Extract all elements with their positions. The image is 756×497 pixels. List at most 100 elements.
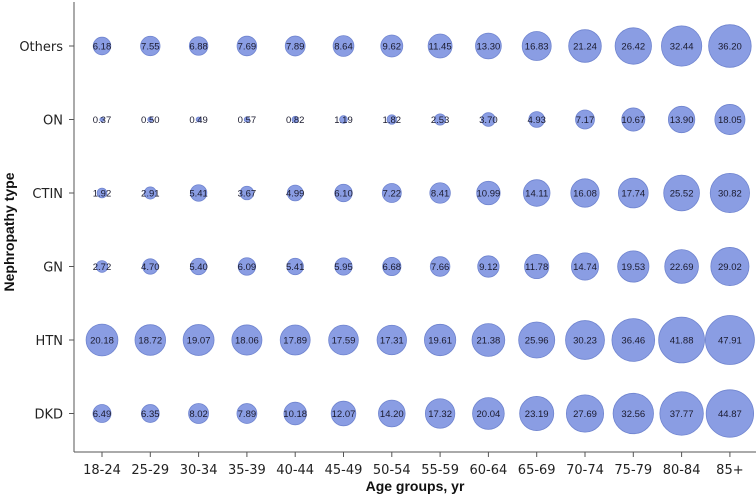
x-tick-label: 50-54 xyxy=(373,463,411,478)
bubble-value-label: 16.08 xyxy=(573,189,597,200)
bubble-point xyxy=(195,116,202,123)
bubble-value-label: 37.77 xyxy=(670,409,694,420)
bubble-value-label: 5.95 xyxy=(334,262,353,273)
bubble-value-label: 14.74 xyxy=(573,262,597,273)
bubble-point xyxy=(284,35,306,57)
bubble-value-label: 6.09 xyxy=(238,262,257,273)
bubble-value-label: 7.55 xyxy=(141,42,160,53)
bubble-value-label: 19.61 xyxy=(428,336,452,347)
bubble-point xyxy=(189,257,208,276)
bubble-point xyxy=(429,256,451,277)
bubble-point xyxy=(518,321,556,359)
bubble-point xyxy=(182,324,215,356)
y-axis-title: Nephropathy type xyxy=(1,172,17,291)
bubble-point xyxy=(472,397,505,430)
bubble-point xyxy=(96,187,108,199)
bubble-value-label: 18.06 xyxy=(235,336,259,347)
bubble-point xyxy=(575,109,595,130)
bubble-point xyxy=(286,184,304,202)
y-tick-label: CTIN xyxy=(32,187,63,202)
bubble-value-label: 5.41 xyxy=(286,262,305,273)
x-tick-label: 80-84 xyxy=(663,463,701,478)
bubble-value-label: 2.72 xyxy=(93,262,112,273)
bubble-point xyxy=(614,27,652,65)
bubble-point xyxy=(427,33,453,59)
bubble-value-label: 17.31 xyxy=(380,336,404,347)
y-axis-ticks: Others ON CTIN GN HTN DKD xyxy=(19,40,74,423)
bubble-value-label: 11.78 xyxy=(525,262,548,273)
x-tick-label: 55-59 xyxy=(421,463,459,478)
bubble-point xyxy=(705,315,755,365)
bubble-point xyxy=(140,35,161,57)
bubble-point xyxy=(334,183,353,203)
bubble-point xyxy=(476,180,501,206)
bubble-point xyxy=(709,172,750,214)
bubble-point xyxy=(378,399,406,428)
bubble-value-label: 14.11 xyxy=(525,189,548,200)
bubble-value-label: 6.49 xyxy=(93,409,112,420)
bubble-value-label: 17.59 xyxy=(332,336,356,347)
bubble-value-label: 21.24 xyxy=(573,42,597,53)
bubble-point xyxy=(524,253,550,280)
bubble-point xyxy=(291,115,299,124)
y-tick-label: Others xyxy=(19,40,63,55)
bubble-point xyxy=(380,34,404,58)
x-axis-ticks: 18-24 25-29 30-34 35-39 40-44 45-49 50-54 55-59… xyxy=(83,452,744,478)
x-tick-label: 85+ xyxy=(716,463,743,478)
bubble-value-label: 14.20 xyxy=(380,409,404,420)
bubble-point xyxy=(334,257,353,276)
bubble-value-label: 0.37 xyxy=(93,115,112,126)
bubble-value-label: 2.53 xyxy=(431,115,450,126)
bubble-value-label: 16.83 xyxy=(525,42,549,53)
bubble-value-label: 7.66 xyxy=(431,262,450,273)
bubble-point xyxy=(85,323,119,357)
bubble-point xyxy=(279,324,311,356)
bubble-point xyxy=(188,403,210,424)
bubble-value-label: 10.67 xyxy=(621,115,645,126)
bubble-point xyxy=(667,105,696,134)
y-tick-label: GN xyxy=(43,261,63,276)
bubble-point xyxy=(568,29,602,63)
bubble-value-label: 13.30 xyxy=(477,42,501,53)
bubble-value-label: 0.50 xyxy=(141,115,160,126)
bubble-point xyxy=(565,394,605,433)
bubble-point xyxy=(664,249,699,284)
bubble-value-label: 17.74 xyxy=(621,189,645,200)
bubble-value-label: 10.18 xyxy=(283,409,307,420)
bubble-value-label: 26.42 xyxy=(621,42,645,53)
bubble-value-label: 7.69 xyxy=(238,42,257,53)
bubble-point xyxy=(523,179,551,207)
bubble-value-label: 4.99 xyxy=(286,189,305,200)
bubble-point xyxy=(382,256,402,277)
bubble-value-label: 1.19 xyxy=(334,115,353,126)
bubble-value-label: 25.96 xyxy=(525,336,549,347)
bubble-point xyxy=(617,250,650,283)
bubble-value-label: 2.91 xyxy=(141,189,160,200)
bubble-value-label: 32.44 xyxy=(670,42,694,53)
bubble-point xyxy=(661,25,703,67)
x-tick-label: 40-44 xyxy=(276,463,314,478)
bubble-point xyxy=(332,35,355,57)
bubble-point xyxy=(611,318,656,362)
bubble-value-label: 36.46 xyxy=(621,336,645,347)
bubble-point xyxy=(376,324,407,356)
bubble-value-label: 0.49 xyxy=(189,115,208,126)
bubble-value-label: 0.57 xyxy=(238,115,257,126)
bubble-point xyxy=(134,324,167,356)
bubble-value-label: 17.32 xyxy=(428,409,452,420)
bubble-value-label: 3.70 xyxy=(479,115,498,126)
bubble-value-label: 5.40 xyxy=(189,262,208,273)
bubble-point xyxy=(283,401,307,426)
bubble-value-label: 9.12 xyxy=(479,262,498,273)
x-tick-label: 70-74 xyxy=(566,463,604,478)
y-tick-label: HTN xyxy=(36,334,63,349)
x-tick-label: 45-49 xyxy=(325,463,363,478)
bubble-point xyxy=(189,184,208,202)
bubble-value-label: 6.35 xyxy=(141,409,160,420)
bubble-value-label: 6.68 xyxy=(383,262,402,273)
bubble-point xyxy=(708,24,752,68)
bubble-value-label: 12.07 xyxy=(332,409,356,420)
bubble-value-label: 47.91 xyxy=(718,336,742,347)
bubble-point xyxy=(140,404,160,423)
